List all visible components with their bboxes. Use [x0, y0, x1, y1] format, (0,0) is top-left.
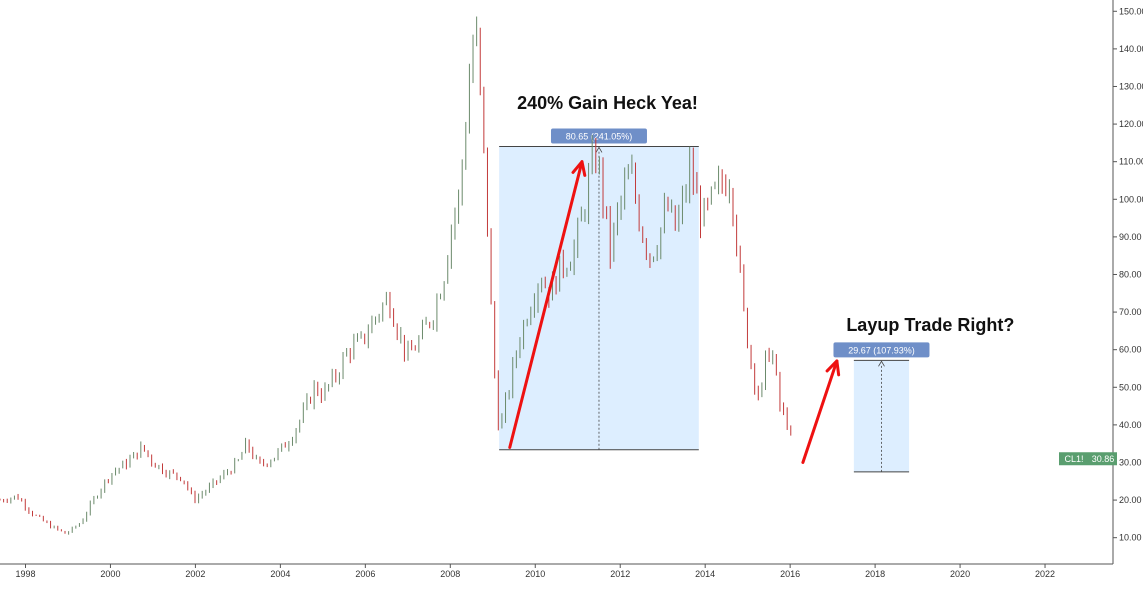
- x-tick-label: 1998: [15, 569, 35, 579]
- annotations: 240% Gain Heck Yea! Layup Trade Right?: [517, 93, 1014, 335]
- y-tick-label: 40.00: [1119, 420, 1142, 430]
- x-tick-label: 2016: [780, 569, 800, 579]
- measure-label-bg: [550, 128, 647, 144]
- x-tick-label: 2012: [610, 569, 630, 579]
- y-tick-label: 60.00: [1119, 345, 1142, 355]
- y-axis-panel: [1113, 0, 1143, 585]
- x-tick-label: 2022: [1035, 569, 1055, 579]
- trend-arrowhead: [571, 160, 587, 177]
- y-tick-label: 100.00: [1119, 194, 1143, 204]
- y-tick-label: 150.00: [1119, 6, 1143, 16]
- x-tick-label: 2006: [355, 569, 375, 579]
- x-tick-label: 2002: [185, 569, 205, 579]
- measure-arrowhead: [878, 360, 885, 367]
- x-tick-label: 2004: [270, 569, 290, 579]
- x-axis-panel: [0, 564, 1143, 585]
- trend-arrow: [801, 359, 839, 464]
- y-tick-label: 70.00: [1119, 307, 1142, 317]
- x-tick-label: 2008: [440, 569, 460, 579]
- x-tick-label: 2010: [525, 569, 545, 579]
- x-tick-label: 2020: [950, 569, 970, 579]
- trend-arrow: [508, 160, 584, 449]
- y-tick-label: 90.00: [1119, 232, 1142, 242]
- symbol-tag-label: CL1!: [1064, 454, 1083, 464]
- measure-label: 80.65 (241.05%): [566, 131, 633, 141]
- y-tick-label: 50.00: [1119, 382, 1142, 392]
- y-tick-label: 140.00: [1119, 44, 1143, 54]
- measure-boxes: 80.65 (241.05%) 29.67 (107.93%): [499, 128, 930, 473]
- trend-arrowhead: [825, 359, 841, 377]
- measure-label: 29.67 (107.93%): [848, 345, 915, 355]
- x-tick-label: 2014: [695, 569, 715, 579]
- y-tick-label: 80.00: [1119, 269, 1142, 279]
- x-tick-label: 2018: [865, 569, 885, 579]
- symbol-tag-bg: [1059, 452, 1089, 466]
- x-tick-label: 2000: [100, 569, 120, 579]
- y-tick-label: 130.00: [1119, 81, 1143, 91]
- last-price-label: 30.86: [1092, 454, 1115, 464]
- trend-arrows: [508, 160, 841, 464]
- y-tick-label: 10.00: [1119, 533, 1142, 543]
- annotation-layup-text: Layup Trade Right?: [846, 315, 1014, 335]
- y-tick-label: 110.00: [1119, 157, 1143, 167]
- measure-label-bg: [833, 342, 930, 358]
- measure-arrowhead: [595, 146, 603, 153]
- annotation-gain-text: 240% Gain Heck Yea!: [517, 93, 698, 113]
- y-tick-label: 20.00: [1119, 495, 1142, 505]
- y-tick-label: 120.00: [1119, 119, 1143, 129]
- y-tick-label: 30.00: [1119, 457, 1142, 467]
- last-price-bg: [1089, 452, 1117, 466]
- price-series: [0, 16, 792, 535]
